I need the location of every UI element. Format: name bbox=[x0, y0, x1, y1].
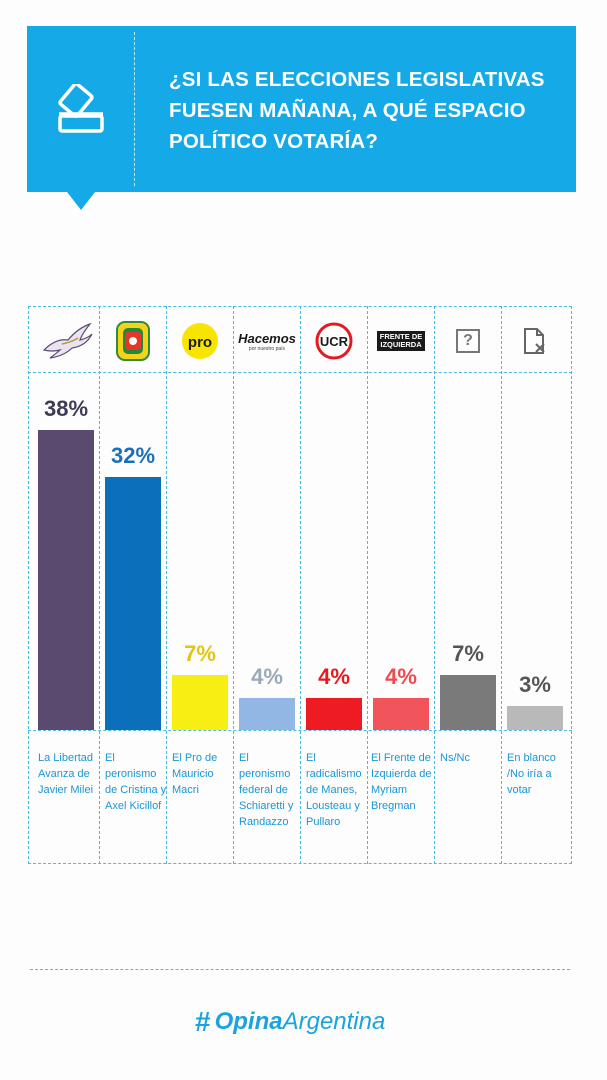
header-pointer bbox=[67, 192, 95, 210]
value-label: 4% bbox=[251, 664, 283, 689]
value-label: 4% bbox=[385, 664, 417, 689]
brand-name-bold: Opina bbox=[214, 1008, 283, 1035]
grid-divider bbox=[99, 306, 100, 864]
category-label: Ns/Nc bbox=[440, 752, 470, 764]
pro-logo-text: pro bbox=[188, 334, 212, 351]
grid-divider bbox=[300, 306, 301, 864]
category-label: El Pro de Mauricio Macri bbox=[172, 752, 218, 796]
bar-ns-nc bbox=[440, 675, 496, 730]
fit-logo-line2: IZQUIERDA bbox=[380, 340, 422, 349]
category-label: El peronismo federal de Schiaretti y Ran… bbox=[239, 752, 294, 828]
bar-pro bbox=[172, 675, 228, 730]
bar-en-blanco bbox=[507, 706, 563, 730]
category-label: El Frente de Izquierda de Myriam Bregman bbox=[371, 752, 432, 812]
header-banner: ¿SI LAS ELECCIONES LEGISLATIVAS FUESEN M… bbox=[27, 26, 576, 210]
value-label: 3% bbox=[519, 672, 551, 697]
hacemos-logo-icon: Hacemos por nuestro país bbox=[234, 318, 300, 364]
page-title: ¿SI LAS ELECCIONES LEGISLATIVAS FUESEN M… bbox=[169, 68, 545, 153]
ucr-logo-text: UCR bbox=[320, 334, 349, 349]
pj-shield-icon bbox=[100, 318, 166, 364]
fit-logo-line1: FRENTE DE bbox=[379, 332, 423, 341]
value-label: 4% bbox=[318, 664, 350, 689]
hacemos-logo-subtext: por nuestro país bbox=[248, 345, 286, 352]
grid-divider bbox=[367, 306, 368, 864]
bar-radicalismo bbox=[306, 698, 362, 730]
ballot-box-icon bbox=[58, 84, 104, 133]
grid-divider bbox=[166, 306, 167, 864]
question-box-icon: ? bbox=[435, 318, 501, 364]
ucr-logo-icon: UCR bbox=[301, 318, 367, 364]
footer-divider bbox=[30, 969, 570, 970]
value-label: 7% bbox=[184, 641, 216, 666]
pro-logo-icon: pro bbox=[167, 318, 233, 364]
brand-name-light: Argentina bbox=[282, 1008, 386, 1035]
question-mark: ? bbox=[456, 329, 480, 353]
bar-frente-izquierda bbox=[373, 698, 429, 730]
bar-peronismo-federal bbox=[239, 698, 295, 730]
category-label: El radicalismo de Manes, Lousteau y Pull… bbox=[306, 752, 362, 828]
fit-logo-icon: FRENTE DE IZQUIERDA bbox=[368, 318, 434, 364]
brand-logo: # Opina Argentina bbox=[195, 1006, 385, 1038]
value-label: 7% bbox=[452, 641, 484, 666]
category-label: La Libertad Avanza de Javier Milei bbox=[38, 752, 94, 796]
brand-hash-icon: # bbox=[195, 1006, 211, 1037]
category-label: El peronismo de Cristina y Axel Kicillof bbox=[105, 752, 167, 812]
grid-divider bbox=[501, 306, 502, 864]
eagle-icon bbox=[33, 318, 99, 364]
bar-la-libertad-avanza bbox=[38, 430, 94, 730]
value-label: 32% bbox=[110, 443, 156, 468]
hacemos-logo-text: Hacemos bbox=[238, 330, 296, 346]
category-label: En blanco /No iría a votar bbox=[507, 752, 556, 796]
grid-divider bbox=[233, 306, 234, 864]
value-label: 38% bbox=[43, 396, 89, 421]
header-divider bbox=[134, 32, 135, 186]
bar-peronismo-kirchnerista bbox=[105, 477, 161, 730]
grid-divider bbox=[434, 306, 435, 864]
blank-ballot-icon bbox=[502, 318, 568, 364]
